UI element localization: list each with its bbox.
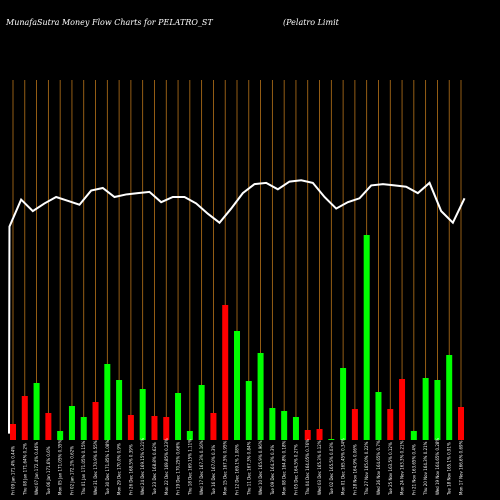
- x-tick-label: Mon 17 Nov 166.6% 0.69%: [459, 440, 464, 495]
- money-flow-bar: [127, 415, 134, 440]
- price-line: [8, 179, 466, 434]
- money-flow-bar: [399, 379, 406, 440]
- money-flow-bar: [222, 305, 229, 440]
- x-tick-label: Wed 03 Dec 165.3% 0.12%: [317, 440, 322, 495]
- x-tick-label: Fri 28 Nov 164.9% 0.06%: [352, 444, 357, 495]
- money-flow-bar: [80, 417, 87, 440]
- money-flow-bar: [68, 406, 75, 440]
- x-tick-label: Fri 21 Nov 163.65% 0.4%: [411, 444, 416, 495]
- money-flow-bar: [304, 430, 311, 440]
- money-flow-bar: [57, 431, 64, 440]
- x-tick-label: Wed 31 Dec 170.9% 0.55%: [93, 440, 98, 495]
- money-flow-bar: [422, 378, 429, 440]
- money-flow-bar: [375, 392, 382, 440]
- x-tick-label: Mon 08 Dec 164.8% 0.18%: [282, 440, 287, 495]
- x-tick-label: Mon 22 Dec 169.85% 0.23%: [164, 438, 169, 495]
- x-tick-label: Mon 29 Dec 170.0% 0.9%: [117, 443, 122, 495]
- money-flow-bar: [33, 383, 40, 440]
- x-tick-label: Wed 17 Dec 167.3% 0.16%: [199, 440, 204, 495]
- x-tick-label: Tue 18 Nov 165.1% 0.91%: [447, 442, 452, 496]
- money-flow-bar: [446, 355, 453, 440]
- money-flow-bar: [116, 380, 123, 440]
- money-flow-bar: [234, 331, 240, 440]
- money-flow-bar: [92, 402, 99, 440]
- x-tick-label: Fri 12 Dec 169.1% 1.08%: [235, 444, 240, 495]
- x-tick-label: Tue 25 Nov 163.5% 0.12%: [388, 442, 393, 496]
- x-tick-label: Thu 08 Jan 171.64% 0.2%: [22, 443, 27, 496]
- x-tick-label: Mon 01 Dec 165.45% 0.34%: [341, 438, 346, 495]
- money-flow-bar: [198, 385, 205, 440]
- money-flow-bar: [186, 431, 193, 440]
- x-tick-label: Wed 26 Nov 164.65% 0.7%: [376, 440, 381, 495]
- money-flow-bar: [10, 424, 16, 440]
- x-tick-label: Fri 26 Dec 168.5% 0.39%: [128, 444, 133, 495]
- money-flow-bar: [351, 409, 358, 440]
- money-flow-bar: [328, 439, 335, 440]
- money-flow-bar: [340, 368, 347, 440]
- x-tick-label: Wed 10 Dec 165.9% 0.96%: [258, 440, 263, 495]
- x-tick-label: Fri 05 Dec 164.5% 0.27%: [293, 444, 298, 495]
- x-tick-label: Fri 09 Jan 171.4% 0.44%: [11, 446, 16, 495]
- x-tick-label: Tue 02 Dec 165.5% 0.03%: [329, 442, 334, 496]
- money-flow-bar: [292, 417, 299, 440]
- x-tick-label: Thu 04 Dec 164.05% 0.76%: [305, 439, 310, 496]
- chart-title-right: (Pelatro Limit: [283, 18, 340, 27]
- money-flow-bar: [139, 389, 146, 440]
- x-tick-label: Tue 16 Dec 167.0% 0.3%: [211, 445, 216, 496]
- money-flow-bar: [257, 353, 264, 440]
- money-flow-bar: [434, 380, 441, 440]
- x-tick-label: Mon 15 Dec 167.5% 0.95%: [223, 440, 228, 495]
- money-flow-bar: [245, 381, 252, 440]
- x-tick-label: Mon 05 Jan 171.05% 0.35%: [58, 440, 63, 495]
- x-tick-label: Tue 06 Jan 171.6% 0.6%: [46, 446, 51, 496]
- x-tick-labels: Fri 09 Jan 171.4% 0.44% Thu 08 Jan 171.64…: [11, 438, 464, 496]
- money-flow-bar: [316, 429, 323, 440]
- x-tick-label: Thu 11 Dec 167.3% 0.84%: [246, 441, 251, 496]
- x-tick-label: Fri 02 Jan 172.1% 0.62%: [69, 446, 74, 495]
- money-flow-bar: [387, 409, 394, 440]
- chart-title-left: MunafaSutra Money Flow Charts for PELATR…: [5, 18, 213, 27]
- x-tick-label: Tue 23 Dec 168.8% 0.62%: [152, 442, 157, 496]
- money-flow-bar: [410, 431, 417, 440]
- x-tick-label: Thu 18 Dec 169.15% 1.11%: [187, 439, 192, 496]
- x-tick-label: Thu 27 Nov 165.0% 0.22%: [364, 441, 369, 496]
- x-tick-label: Thu 01 Jan 171.05% 0.15%: [81, 440, 86, 496]
- x-tick-label: Wed 19 Nov 164.65% 0.28%: [435, 438, 440, 495]
- money-flow-bar: [104, 364, 111, 440]
- money-flow-bar: [151, 416, 158, 440]
- x-tick-label: Tue 30 Dec 171.85% 1.08%: [105, 440, 110, 496]
- money-flow-bar: [45, 413, 52, 440]
- x-tick-label: Wed 24 Dec 169.15% 0.21%: [140, 438, 145, 495]
- money-flow-bar: [163, 417, 170, 440]
- money-flow-bar: [210, 413, 217, 440]
- money-flow-bar: [269, 408, 276, 440]
- money-flow-bar: [175, 393, 182, 440]
- money-flow-bar: [363, 235, 370, 440]
- x-tick-label: Wed 07 Jan 172.4% 0.46%: [34, 442, 39, 495]
- x-tick-label: Mon 24 Nov 163.3% 0.21%: [400, 440, 405, 495]
- money-flow-bars: [10, 235, 464, 440]
- x-tick-label: Thu 20 Nov 164.3% 0.21%: [423, 441, 428, 496]
- x-tick-label: Fri 19 Dec 170.25% 0.66%: [176, 442, 181, 495]
- money-flow-bar: [21, 396, 28, 440]
- money-flow-bar: [281, 411, 288, 440]
- money-flow-bar: [458, 407, 464, 440]
- x-tick-label: Tue 09 Dec 164.3% 0.3%: [270, 445, 275, 496]
